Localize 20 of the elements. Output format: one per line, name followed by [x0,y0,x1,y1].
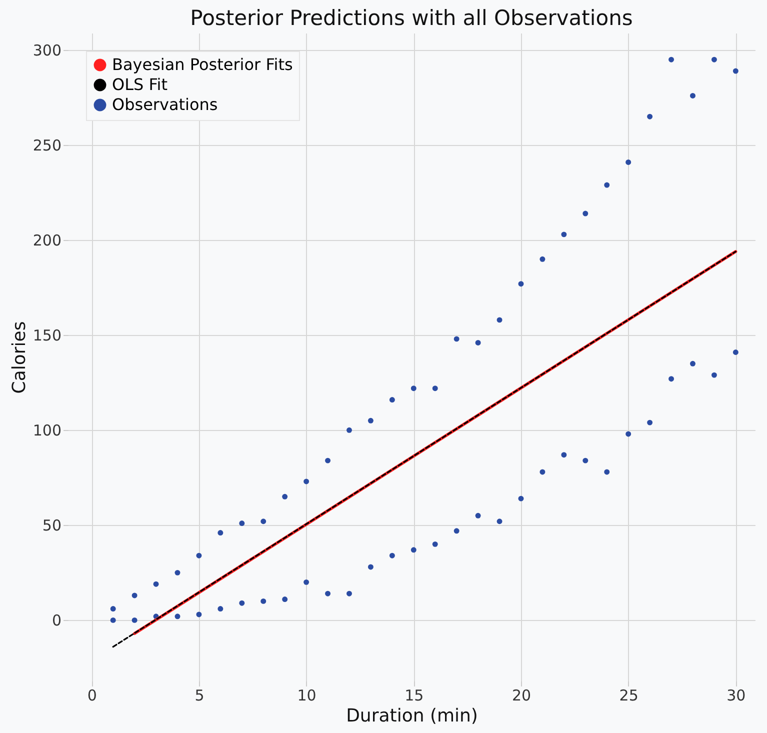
y-tick-label: 200 [32,232,62,250]
y-axis-title: Calories [8,321,30,394]
x-tick-label: 25 [619,686,638,704]
x-tick-label: 10 [297,686,316,704]
x-axis-title: Duration (min) [346,706,478,726]
x-tick-label: 0 [87,686,97,704]
legend-label: Bayesian Posterior Fits [112,55,293,74]
y-tick-label: 0 [52,612,62,630]
chart-title: Posterior Predictions with all Observations [190,6,633,30]
legend-label: Observations [112,95,218,114]
x-tick-label: 15 [404,686,424,704]
x-tick-label: 5 [194,686,204,704]
y-tick-label: 250 [32,136,62,155]
legend-label: OLS Fit [112,75,168,94]
x-tick-label: 30 [726,686,746,704]
y-tick-label: 300 [32,42,62,60]
y-tick-label: 100 [32,422,62,440]
x-tick-label: 20 [512,686,532,704]
y-tick-label: 50 [42,516,62,535]
y-tick-label: 150 [32,326,62,345]
